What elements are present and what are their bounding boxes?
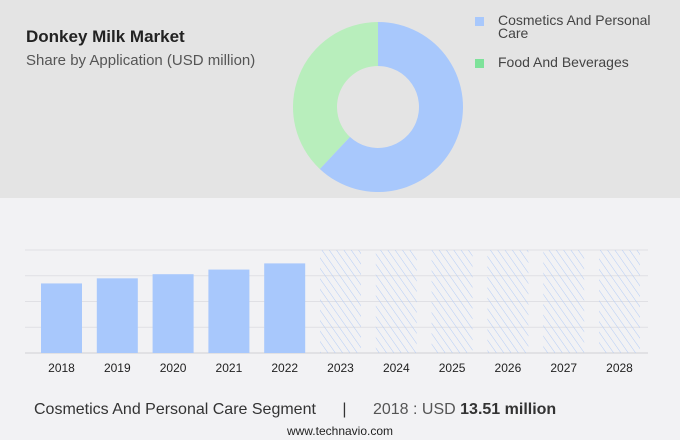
footer-value: 13.51 million — [460, 401, 557, 418]
forecast-bar-2027 — [543, 250, 585, 353]
x-tick-label: 2028 — [606, 361, 633, 375]
x-tick-label: 2025 — [439, 361, 466, 375]
bar-2020 — [152, 274, 194, 353]
x-tick-label: 2022 — [271, 361, 298, 375]
footer-segment: Cosmetics And Personal Care Segment — [34, 401, 316, 418]
x-tick-label: 2021 — [216, 361, 243, 375]
x-tick-label: 2026 — [495, 361, 522, 375]
bar-chart: 2018 2019 2020 2021 2022 2023 2024 2025 2026 2027… — [25, 249, 648, 375]
x-tick-label: 2024 — [383, 361, 410, 375]
forecast-bar-2024 — [375, 250, 417, 353]
forecast-bar-2026 — [487, 250, 529, 353]
legend-swatch — [475, 59, 484, 68]
bar-2018 — [41, 283, 82, 353]
footer-year: 2018 : USD — [372, 401, 456, 418]
chart-subtitle: Share by Application (USD million) — [26, 52, 256, 69]
x-tick-label: 2023 — [327, 361, 354, 375]
footer-summary: Cosmetics And Personal Care Segment | 20… — [34, 401, 556, 419]
legend-label: Food And Beverages — [498, 54, 629, 70]
x-tick-label: 2018 — [48, 361, 75, 375]
x-tick-label: 2027 — [550, 361, 577, 375]
forecast-bar-2025 — [431, 250, 473, 353]
bar-2021 — [208, 269, 250, 353]
x-tick-label: 2020 — [160, 361, 187, 375]
source-url: www.technavio.com — [286, 424, 394, 438]
donut-chart — [293, 22, 464, 192]
legend-swatch — [475, 17, 484, 26]
x-tick-label: 2019 — [104, 361, 131, 375]
legend-item-cosmetics: Cosmetics And Personal Care — [475, 12, 665, 42]
forecast-bar-2023 — [320, 250, 361, 353]
footer-separator: | — [342, 401, 347, 418]
donut-slice — [319, 22, 464, 192]
forecast-bar-2028 — [599, 250, 640, 353]
bar-2019 — [96, 278, 138, 353]
legend-item-food: Food And Beverages — [475, 54, 665, 84]
donut-slice — [293, 22, 378, 169]
chart-title: Donkey Milk Market — [26, 27, 185, 46]
legend-label: Cosmetics And Personal Care — [498, 12, 651, 41]
bar-2022 — [264, 263, 306, 353]
